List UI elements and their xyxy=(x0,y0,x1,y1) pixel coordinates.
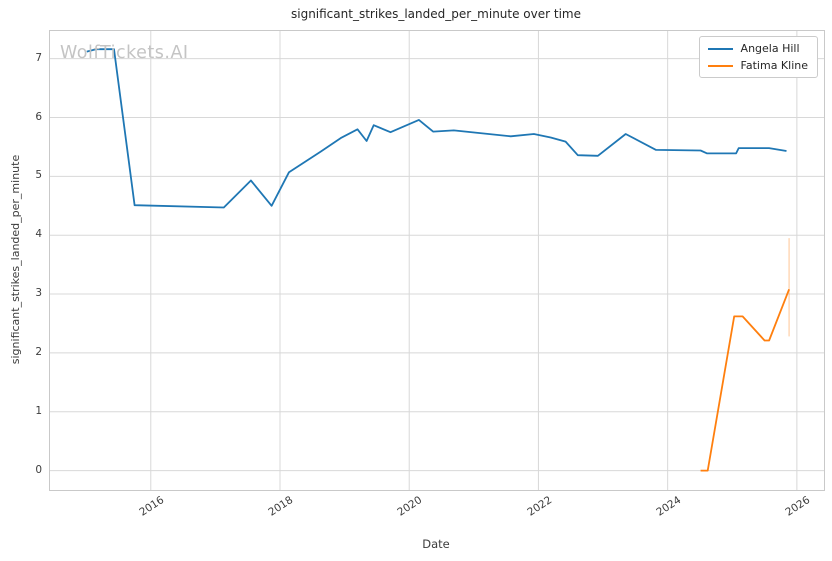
y-tick-label: 3 xyxy=(35,287,42,300)
series-line-angela-hill xyxy=(86,48,787,209)
legend-label: Fatima Kline xyxy=(740,59,808,72)
legend: Angela Hill Fatima Kline xyxy=(698,36,818,78)
x-tick-label: 2018 xyxy=(266,494,296,519)
y-tick-label: 5 xyxy=(35,169,42,182)
legend-item-fatima-kline: Fatima Kline xyxy=(707,59,808,72)
y-tick-label: 1 xyxy=(35,404,42,417)
plot-area: WolfTickets.AI Angela Hill Fatima Kline xyxy=(49,30,825,491)
y-tick-label: 2 xyxy=(35,345,42,358)
x-tick-label: 2020 xyxy=(395,494,425,519)
x-axis-label: Date xyxy=(422,537,450,551)
legend-line-swatch-blue xyxy=(707,47,733,50)
legend-label: Angela Hill xyxy=(740,42,800,55)
legend-item-angela-hill: Angela Hill xyxy=(707,42,808,55)
x-tick-label: 2016 xyxy=(137,494,167,519)
series-line-fatima-kline xyxy=(700,288,790,472)
y-tick-label: 0 xyxy=(35,463,42,476)
y-tick-label: 6 xyxy=(35,110,42,123)
x-tick-label: 2022 xyxy=(525,494,554,519)
legend-line-swatch-orange xyxy=(707,64,733,67)
plot-svg xyxy=(50,31,824,490)
watermark: WolfTickets.AI xyxy=(60,43,189,63)
x-tick-label: 2024 xyxy=(654,494,684,519)
y-tick-label: 4 xyxy=(35,228,42,241)
y-axis-label: significant_strikes_landed_per_minute xyxy=(9,154,22,365)
chart-title: significant_strikes_landed_per_minute ov… xyxy=(290,7,581,21)
y-tick-label: 7 xyxy=(35,51,42,64)
x-tick-label: 2026 xyxy=(783,494,813,519)
